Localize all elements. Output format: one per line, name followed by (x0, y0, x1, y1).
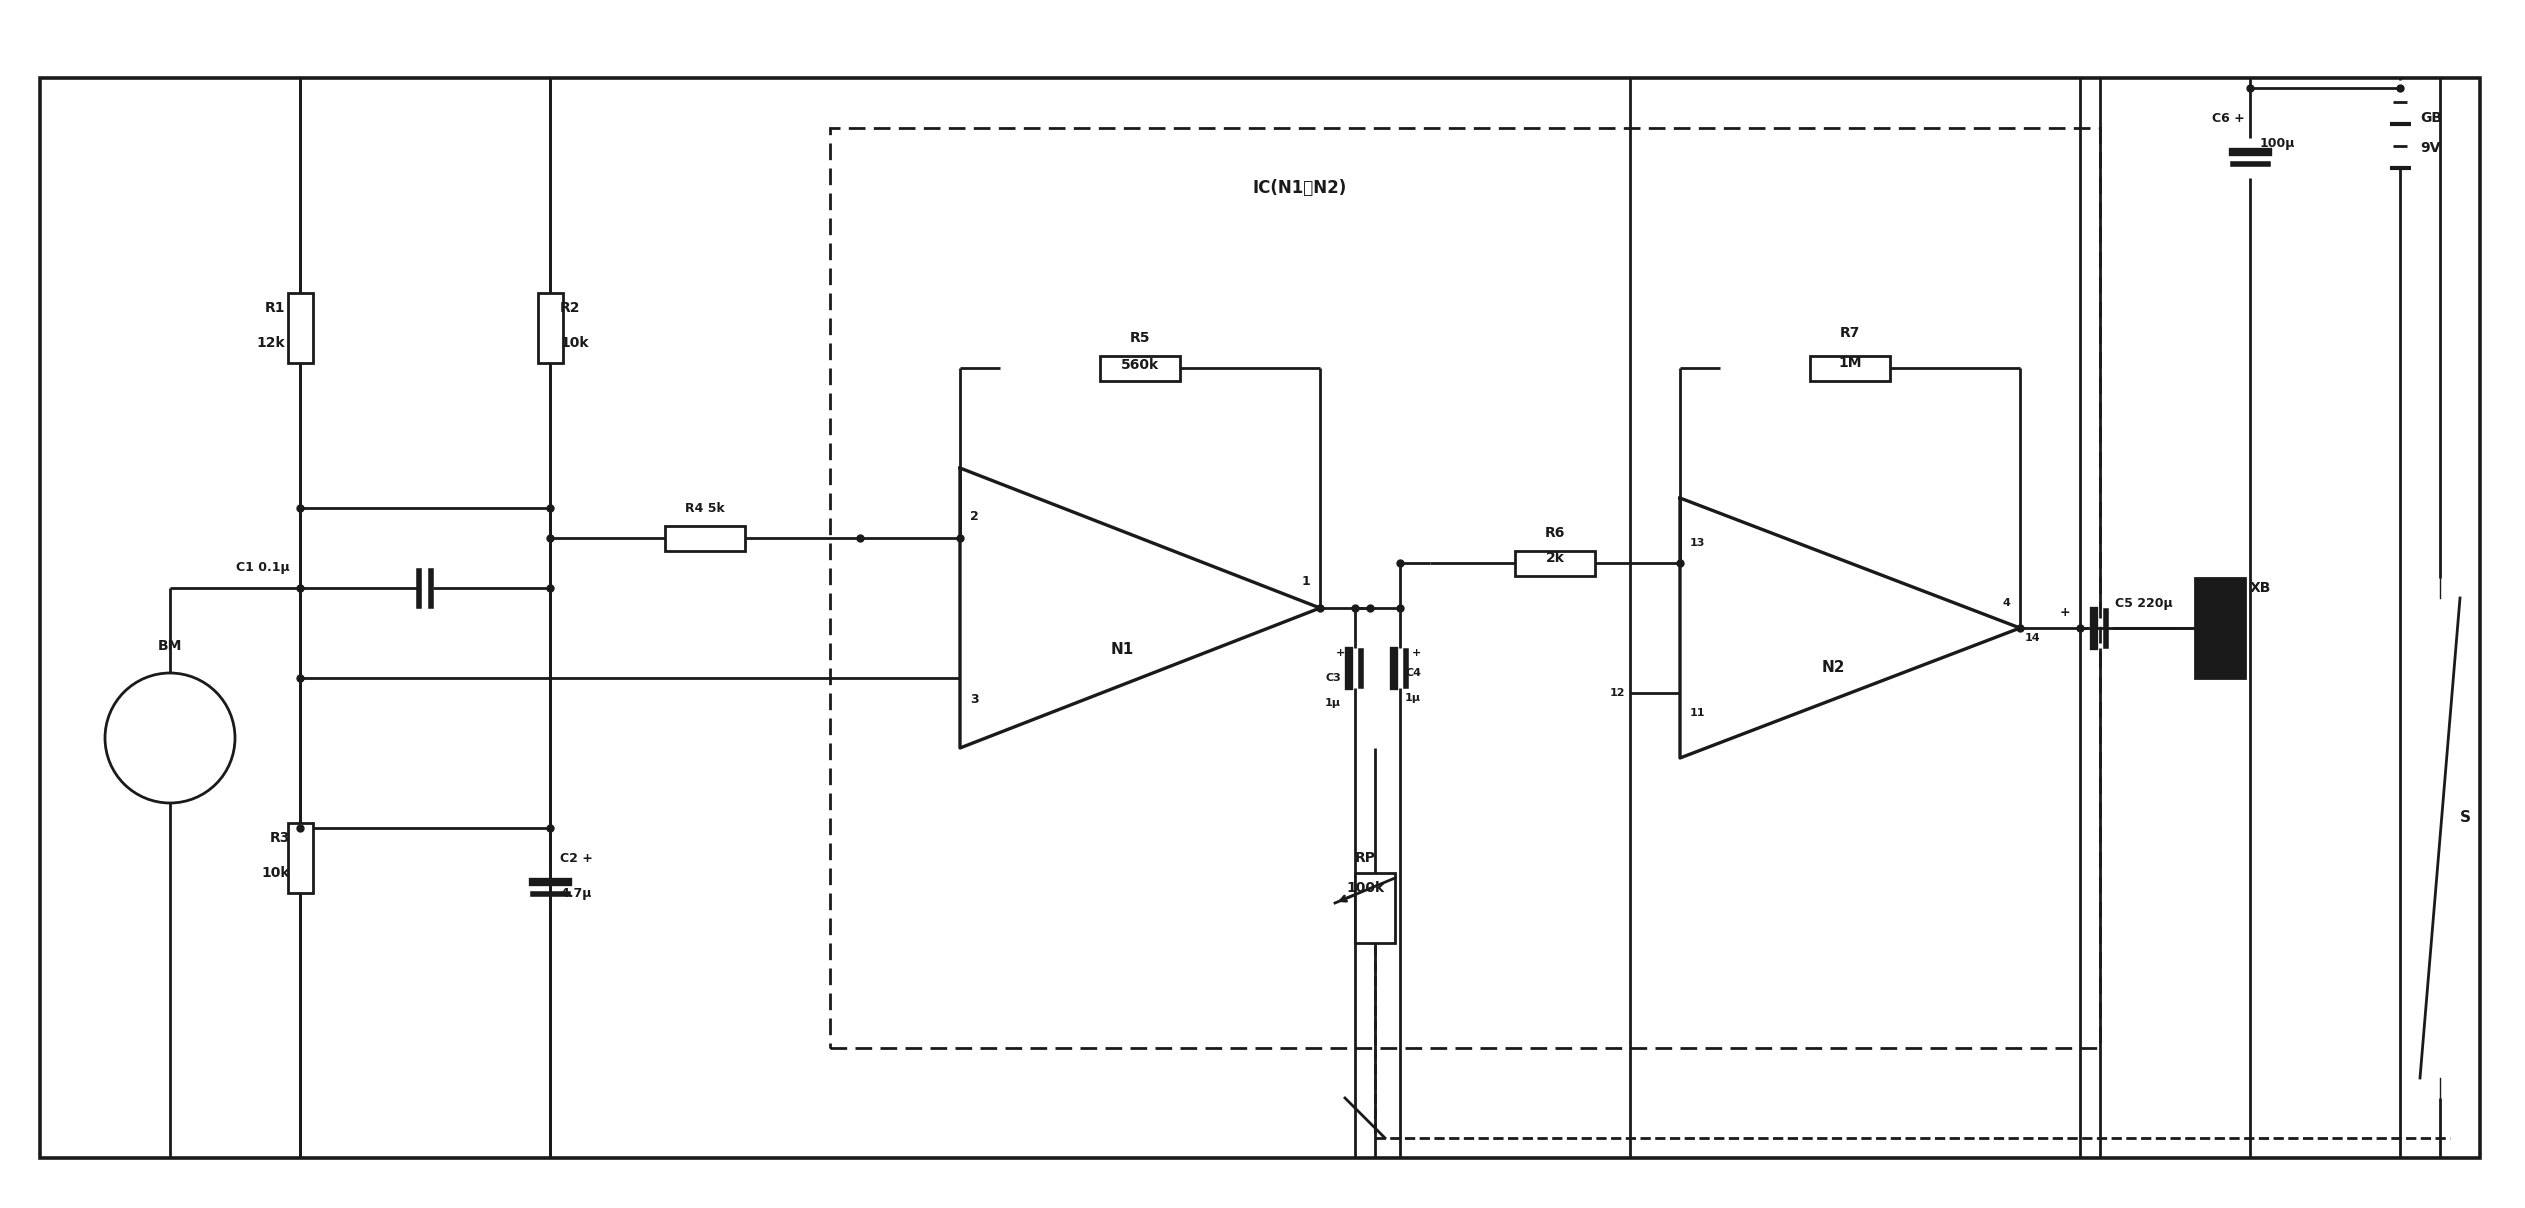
Circle shape (106, 673, 235, 803)
Text: R4 5k: R4 5k (684, 501, 725, 515)
Text: N2: N2 (1821, 660, 1846, 674)
Text: 4: 4 (2002, 598, 2010, 608)
Text: C3: C3 (1326, 673, 1341, 683)
Bar (40, 79, 2480, 1158)
Bar (2194, 577, 2245, 678)
Text: RP: RP (1353, 850, 1376, 865)
Text: R2: R2 (561, 301, 581, 315)
Text: 100k: 100k (1346, 881, 1384, 895)
Bar (1101, 355, 1179, 381)
Bar (664, 525, 745, 551)
Text: S: S (2459, 811, 2472, 825)
Text: GB: GB (2419, 111, 2442, 124)
Text: 13: 13 (1689, 538, 1704, 548)
Text: 1μ: 1μ (1404, 693, 1422, 703)
Text: BM: BM (157, 639, 182, 654)
Text: XB: XB (2250, 581, 2272, 596)
Bar (1810, 355, 1891, 381)
Text: 100μ: 100μ (2260, 137, 2295, 150)
Bar (831, 128, 2101, 1049)
Text: C6 +: C6 + (2212, 111, 2245, 124)
Text: 12: 12 (1608, 689, 1626, 698)
Text: C4: C4 (1404, 668, 1422, 678)
Text: 10k: 10k (263, 866, 290, 879)
Text: C2 +: C2 + (561, 852, 593, 865)
Text: 10k: 10k (561, 336, 588, 350)
Text: R5: R5 (1129, 331, 1151, 345)
Text: IC(N1、N2): IC(N1、N2) (1252, 179, 1348, 197)
Text: 3: 3 (970, 693, 980, 705)
Text: 9V: 9V (2419, 141, 2439, 155)
Text: 2: 2 (970, 510, 980, 523)
Bar (288, 294, 313, 362)
Text: R7: R7 (1841, 326, 1861, 339)
Text: 1: 1 (1300, 575, 1310, 588)
Text: +: + (1411, 647, 1422, 658)
Text: 12k: 12k (258, 336, 285, 350)
Text: +: + (2060, 606, 2070, 620)
Bar (538, 294, 563, 362)
Bar (1356, 873, 1394, 943)
Text: 14: 14 (2025, 633, 2040, 643)
Text: 560k: 560k (1121, 358, 1159, 372)
Text: N1: N1 (1111, 643, 1134, 657)
Text: 4.7μ: 4.7μ (561, 887, 591, 900)
Text: 11: 11 (1689, 708, 1704, 718)
Text: +: + (1336, 647, 1346, 658)
Bar (1515, 551, 1596, 575)
Text: 1M: 1M (1838, 356, 1861, 370)
Text: R3: R3 (270, 831, 290, 846)
Text: R6: R6 (1545, 525, 1566, 540)
Text: C1 0.1μ: C1 0.1μ (237, 562, 290, 575)
Bar (288, 823, 313, 893)
Text: 2k: 2k (1545, 551, 1566, 565)
Text: 1μ: 1μ (1326, 698, 1341, 708)
Text: C5 220μ: C5 220μ (2116, 597, 2172, 610)
Text: R1: R1 (265, 301, 285, 315)
